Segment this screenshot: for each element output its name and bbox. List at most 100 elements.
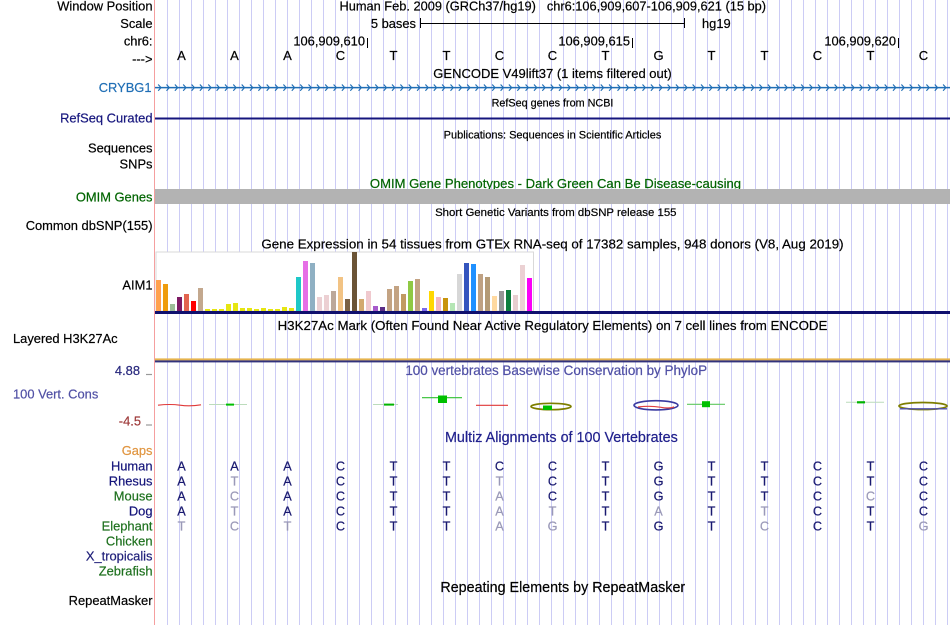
svg-text:T: T xyxy=(867,504,875,518)
svg-text:T: T xyxy=(284,519,292,533)
svg-text:G: G xyxy=(654,459,664,473)
svg-text:C: C xyxy=(919,48,928,63)
svg-text:Sequences: Sequences xyxy=(88,141,153,156)
svg-text:T: T xyxy=(390,459,398,473)
svg-text:T: T xyxy=(443,519,451,533)
svg-text:C: C xyxy=(919,489,928,503)
svg-text:Zebrafish: Zebrafish xyxy=(99,563,153,578)
svg-text:T: T xyxy=(443,459,451,473)
svg-text:Window Position: Window Position xyxy=(57,0,152,14)
svg-text:C: C xyxy=(548,48,557,63)
svg-text:T: T xyxy=(443,474,451,488)
svg-text:A: A xyxy=(495,504,504,518)
svg-text:X_tropicalis: X_tropicalis xyxy=(86,548,153,563)
svg-text:hg19: hg19 xyxy=(702,16,731,31)
svg-text:T: T xyxy=(390,474,398,488)
svg-text:C: C xyxy=(336,519,345,533)
svg-text:T: T xyxy=(549,504,557,518)
svg-text:100 Vert. Cons: 100 Vert. Cons xyxy=(13,387,98,402)
svg-text:Gene Expression in 54 tissues: Gene Expression in 54 tissues from GTEx … xyxy=(261,237,843,252)
svg-text:106,909,620: 106,909,620 xyxy=(824,34,896,49)
svg-text:--->: ---> xyxy=(132,52,152,67)
svg-text:C: C xyxy=(336,459,345,473)
svg-text:Chicken: Chicken xyxy=(106,533,153,548)
svg-text:T: T xyxy=(761,474,769,488)
svg-text:A: A xyxy=(230,48,239,63)
svg-text:C: C xyxy=(919,504,928,518)
svg-text:Scale: Scale xyxy=(120,16,152,31)
svg-text:C: C xyxy=(495,459,504,473)
svg-text:T: T xyxy=(231,474,239,488)
svg-text:C: C xyxy=(813,489,822,503)
svg-text:G: G xyxy=(654,474,664,488)
svg-text:A: A xyxy=(283,474,292,488)
svg-text:OMIM Genes: OMIM Genes xyxy=(76,190,153,205)
svg-text:A: A xyxy=(283,459,292,473)
svg-text:T: T xyxy=(178,519,186,533)
svg-text:T: T xyxy=(708,48,716,63)
svg-text:Common dbSNP(155): Common dbSNP(155) xyxy=(26,218,153,233)
svg-text:A: A xyxy=(283,489,292,503)
svg-text:T: T xyxy=(867,519,875,533)
svg-text:A: A xyxy=(654,504,663,518)
svg-text:T: T xyxy=(443,504,451,518)
svg-text:GENCODE V49lift37 (1 items fil: GENCODE V49lift37 (1 items filtered out) xyxy=(433,66,671,81)
svg-text:C: C xyxy=(230,519,239,533)
svg-text:A: A xyxy=(177,504,186,518)
svg-text:T: T xyxy=(867,459,875,473)
svg-text:T: T xyxy=(708,474,716,488)
svg-text:C: C xyxy=(548,489,557,503)
svg-text:T: T xyxy=(761,459,769,473)
svg-text:T: T xyxy=(602,48,610,63)
svg-text:T: T xyxy=(231,504,239,518)
svg-text:T: T xyxy=(602,474,610,488)
svg-text:H3K27Ac Mark (Often Found Near: H3K27Ac Mark (Often Found Near Active Re… xyxy=(278,318,828,333)
svg-text:CRYBG1: CRYBG1 xyxy=(99,80,152,95)
svg-text:RepeatMasker: RepeatMasker xyxy=(69,593,154,608)
svg-text:T: T xyxy=(390,489,398,503)
svg-text:T: T xyxy=(867,474,875,488)
svg-text:T: T xyxy=(602,504,610,518)
svg-text:Multiz Alignments of 100 Verte: Multiz Alignments of 100 Vertebrates xyxy=(445,430,678,446)
svg-text:Repeating Elements by RepeatMa: Repeating Elements by RepeatMasker xyxy=(440,580,685,596)
svg-text:A: A xyxy=(495,519,504,533)
svg-text:T: T xyxy=(602,459,610,473)
svg-text:OMIM Gene Phenotypes - Dark Gr: OMIM Gene Phenotypes - Dark Green Can Be… xyxy=(370,176,741,191)
svg-text:106,909,615: 106,909,615 xyxy=(558,34,630,49)
svg-text:T: T xyxy=(602,489,610,503)
svg-text:C: C xyxy=(548,459,557,473)
svg-text:T: T xyxy=(761,504,769,518)
svg-text:RefSeq Curated: RefSeq Curated xyxy=(60,111,152,126)
svg-text:SNPs: SNPs xyxy=(120,157,153,172)
svg-text:G: G xyxy=(919,519,929,533)
svg-text:4.88: 4.88 xyxy=(115,363,140,378)
svg-text:A: A xyxy=(177,489,186,503)
svg-text:C: C xyxy=(813,48,822,63)
svg-text:Mouse: Mouse xyxy=(114,488,153,503)
svg-text:C: C xyxy=(919,474,928,488)
svg-text:T: T xyxy=(602,519,610,533)
svg-text:106,909,610: 106,909,610 xyxy=(293,34,365,49)
svg-text:Dog: Dog xyxy=(129,503,153,518)
svg-text:100 vertebrates Basewise Conse: 100 vertebrates Basewise Conservation by… xyxy=(405,363,707,378)
svg-text:C: C xyxy=(336,489,345,503)
svg-text:C: C xyxy=(336,474,345,488)
svg-text:T: T xyxy=(761,489,769,503)
svg-text:RefSeq genes from NCBI: RefSeq genes from NCBI xyxy=(492,98,614,110)
svg-text:Short Genetic Variants from db: Short Genetic Variants from dbSNP releas… xyxy=(435,207,676,219)
svg-text:C: C xyxy=(495,48,504,63)
svg-text:A: A xyxy=(283,504,292,518)
svg-text:5 bases: 5 bases xyxy=(371,16,416,31)
svg-text:C: C xyxy=(813,459,822,473)
svg-text:Rhesus: Rhesus xyxy=(109,473,153,488)
svg-text:Elephant: Elephant xyxy=(102,518,153,533)
svg-text:G: G xyxy=(653,48,663,63)
svg-text:T: T xyxy=(708,504,716,518)
svg-text:C: C xyxy=(866,489,875,503)
svg-text:A: A xyxy=(495,489,504,503)
svg-text:G: G xyxy=(654,519,664,533)
svg-text:T: T xyxy=(761,48,769,63)
svg-text:C: C xyxy=(336,504,345,518)
svg-text:A: A xyxy=(283,48,292,63)
svg-text:A: A xyxy=(177,48,186,63)
